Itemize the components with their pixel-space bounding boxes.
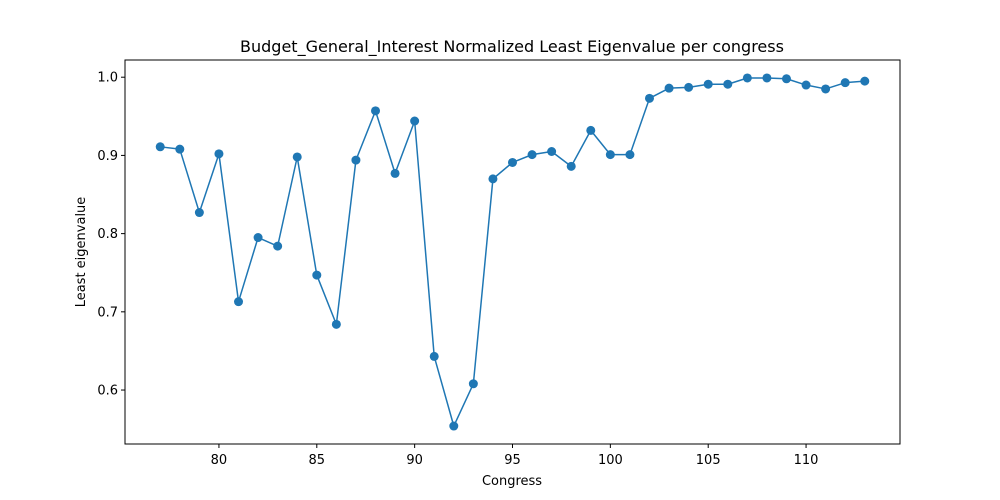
y-tick-label: 0.6 — [97, 384, 118, 399]
x-tick-label: 110 — [794, 453, 819, 468]
data-point — [273, 241, 283, 251]
data-point — [801, 80, 811, 90]
y-axis-label: Least eigenvalue — [74, 197, 89, 308]
data-point — [371, 106, 381, 116]
x-tick-label: 105 — [696, 453, 721, 468]
data-point — [253, 233, 263, 243]
y-tick-label: 0.7 — [97, 305, 118, 320]
x-tick-label: 100 — [598, 453, 623, 468]
data-point — [234, 297, 244, 307]
data-point — [840, 78, 850, 88]
data-point — [429, 351, 439, 361]
data-point — [723, 79, 733, 89]
x-axis-label: Congress — [482, 474, 542, 489]
data-point — [684, 82, 694, 92]
data-point — [762, 73, 772, 83]
data-point — [155, 142, 165, 152]
data-point — [390, 168, 400, 178]
data-point — [331, 319, 341, 329]
data-point — [292, 152, 302, 162]
data-point — [860, 76, 870, 86]
data-point — [527, 150, 537, 160]
data-point — [351, 155, 361, 165]
data-point — [566, 161, 576, 171]
data-point — [625, 150, 635, 160]
data-point — [781, 74, 791, 84]
data-point — [547, 147, 557, 156]
data-point — [449, 421, 459, 431]
data-point — [605, 150, 615, 160]
data-point — [821, 84, 831, 94]
series-layer — [155, 73, 870, 431]
plot-area — [125, 60, 900, 444]
data-point — [194, 208, 204, 218]
y-tick-label: 1.0 — [97, 71, 118, 86]
data-point — [410, 116, 420, 126]
plot-frame — [124, 59, 901, 445]
axis-ticks: 80 85 90 95 100 105 110 0.6 0.7 0.8 0.9 1.0 — [97, 71, 818, 468]
data-point — [488, 174, 498, 184]
data-point — [586, 125, 596, 135]
data-point — [664, 83, 674, 93]
x-tick-label: 90 — [406, 453, 423, 468]
data-point — [703, 79, 713, 89]
data-point — [468, 379, 478, 389]
data-point — [214, 149, 224, 159]
data-point — [644, 93, 654, 103]
x-tick-label: 80 — [211, 453, 228, 468]
x-tick-label: 95 — [504, 453, 521, 468]
y-tick-label: 0.9 — [97, 149, 118, 164]
chart-title: Budget_General_Interest Normalized Least… — [240, 37, 784, 57]
y-tick-label: 0.8 — [97, 227, 118, 242]
data-point — [312, 270, 322, 280]
data-point — [175, 144, 185, 154]
data-point — [508, 157, 517, 167]
x-tick-label: 85 — [309, 453, 326, 468]
data-point — [742, 73, 752, 83]
